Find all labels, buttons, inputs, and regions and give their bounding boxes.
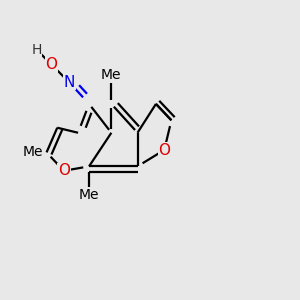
Text: Me: Me [22, 146, 43, 159]
Text: H: H [31, 43, 42, 56]
Text: N: N [64, 75, 75, 90]
Text: Me: Me [101, 68, 122, 82]
Text: O: O [45, 57, 57, 72]
Text: O: O [158, 142, 170, 158]
Text: O: O [58, 163, 70, 178]
Text: Me: Me [79, 188, 99, 202]
